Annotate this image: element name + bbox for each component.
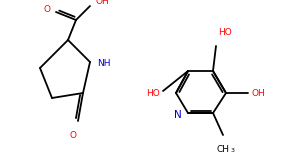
Text: NH: NH <box>97 59 110 69</box>
Text: HO: HO <box>218 28 232 37</box>
Text: 3: 3 <box>231 148 235 153</box>
Text: N: N <box>174 110 182 120</box>
Text: OH: OH <box>95 0 109 6</box>
Text: OH: OH <box>251 89 265 97</box>
Text: O: O <box>70 131 76 140</box>
Text: CH: CH <box>217 145 230 154</box>
Text: O: O <box>44 4 51 14</box>
Text: HO: HO <box>146 89 160 99</box>
